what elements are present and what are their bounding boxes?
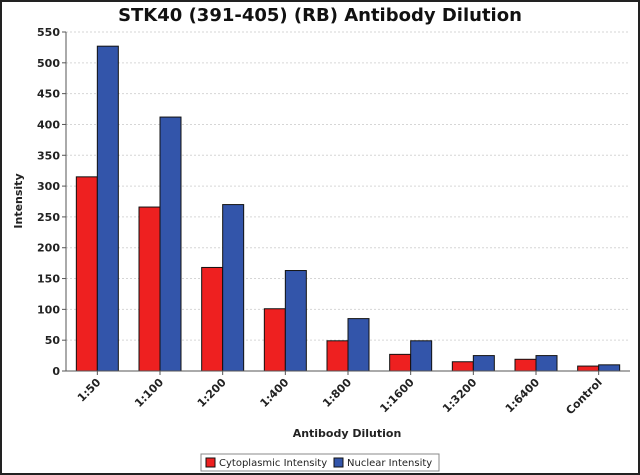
x-tick-label: Control <box>563 376 604 417</box>
bar-cytoplasmic <box>75 176 98 372</box>
y-tick-label: 50 <box>45 334 61 347</box>
bar-cytoplasmic <box>326 340 349 372</box>
bar-cytoplasmic <box>451 361 474 372</box>
x-tick-label: 1:1600 <box>377 376 417 416</box>
bar-nuclear <box>284 270 307 372</box>
y-axis-ticks: 0 50 100 150 200 250 300 350 400 450 500 550 <box>37 26 66 378</box>
y-tick-label: 0 <box>52 365 60 378</box>
legend-label: Cytoplasmic Intensity <box>219 458 327 469</box>
bar-cytoplasmic <box>138 206 161 372</box>
bar-nuclear <box>347 318 370 372</box>
legend-label: Nuclear Intensity <box>347 458 432 469</box>
bar-cytoplasmic <box>201 266 224 372</box>
y-axis-label: Intensity <box>12 173 25 228</box>
bar-nuclear <box>472 355 495 372</box>
bar-nuclear <box>598 364 621 372</box>
x-axis-label: Antibody Dilution <box>293 427 402 440</box>
x-tick-label: 1:50 <box>75 376 104 405</box>
bar-cytoplasmic <box>389 353 412 372</box>
bar-nuclear <box>159 116 182 372</box>
bar-cytoplasmic <box>263 308 286 372</box>
y-tick-label: 550 <box>37 26 60 39</box>
y-tick-label: 200 <box>37 242 60 255</box>
legend-swatch <box>205 457 216 468</box>
y-tick-label: 350 <box>37 149 60 162</box>
bars <box>75 45 621 372</box>
x-tick-label: 1:800 <box>320 376 354 410</box>
x-tick-label: 1:100 <box>132 376 166 410</box>
y-tick-label: 100 <box>37 303 60 316</box>
x-tick-label: 1:3200 <box>440 376 480 416</box>
y-tick-label: 500 <box>37 57 60 70</box>
bar-nuclear <box>410 340 433 372</box>
x-tick-label: 1:6400 <box>503 376 543 416</box>
x-tick-label: 1:200 <box>195 376 229 410</box>
bar-cytoplasmic <box>577 365 600 372</box>
bar-nuclear <box>222 204 245 372</box>
bar-nuclear <box>96 45 119 372</box>
y-tick-label: 300 <box>37 180 60 193</box>
y-tick-label: 450 <box>37 88 60 101</box>
bar-cytoplasmic <box>514 358 537 372</box>
legend: Cytoplasmic Intensity Nuclear Intensity <box>200 453 440 472</box>
bar-nuclear <box>535 355 558 372</box>
y-tick-label: 150 <box>37 273 60 286</box>
legend-box <box>200 453 440 472</box>
legend-swatch <box>333 457 344 468</box>
y-tick-label: 400 <box>37 118 60 131</box>
chart-title: STK40 (391-405) (RB) Antibody Dilution <box>118 5 522 26</box>
x-tick-label: 1:400 <box>258 376 292 410</box>
y-tick-label: 250 <box>37 211 60 224</box>
x-axis-ticks: 1:50 1:100 1:200 1:400 1:800 1:1600 1:3200 1:64… <box>75 371 605 417</box>
